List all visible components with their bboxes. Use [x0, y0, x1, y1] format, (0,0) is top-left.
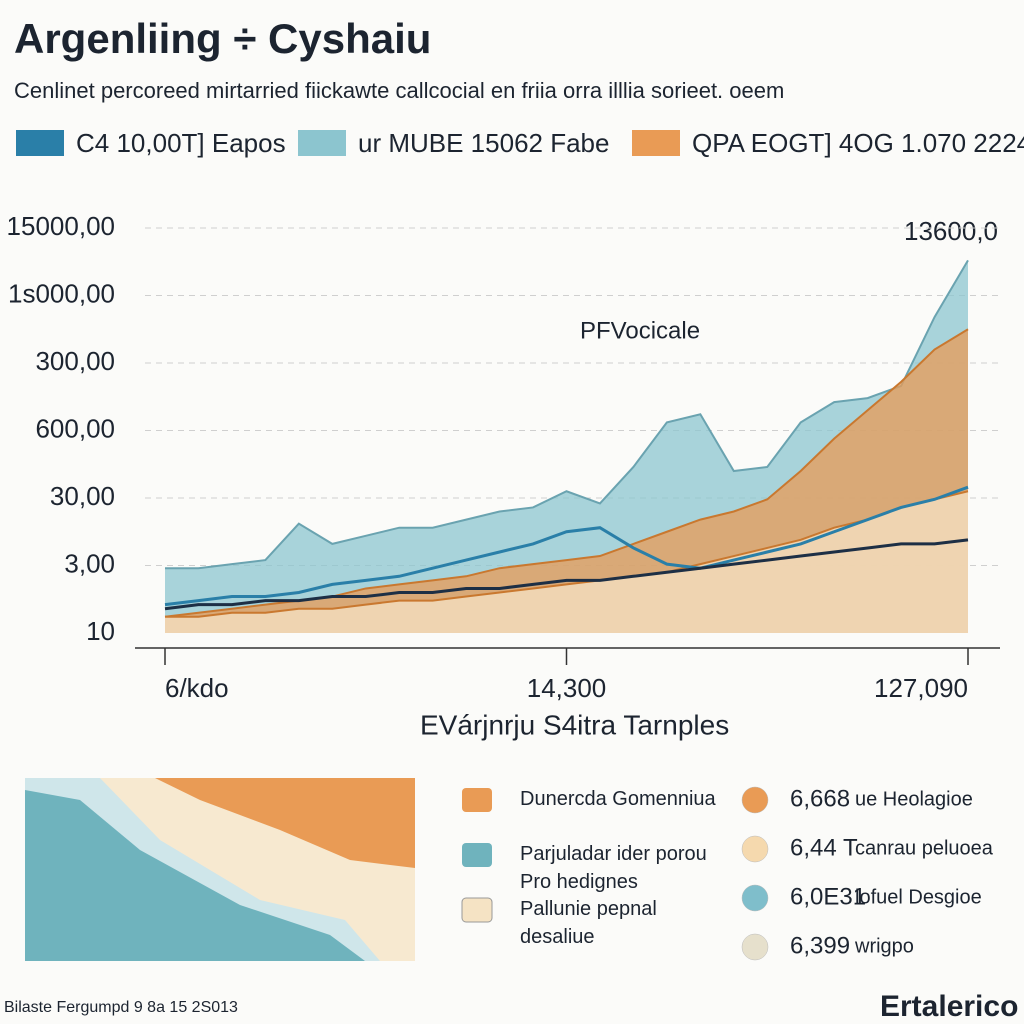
legend-swatch [16, 130, 64, 156]
chart-title: Argenliing ÷ Cyshaiu [14, 15, 431, 62]
stat-value: 6,668 [790, 785, 850, 812]
y-tick-label: 600,00 [35, 413, 115, 443]
logo: Ertalerico [880, 990, 1018, 1023]
subtitle: Cenlinet percoreed mirtarried fiickawte … [14, 78, 784, 103]
y-tick-label: 30,00 [50, 481, 115, 511]
stat-value: 6,399 [790, 932, 850, 959]
legend-swatch [462, 788, 492, 812]
stat-label: ue Heolagioe [855, 788, 973, 810]
stat-label: canrau peluoea [855, 837, 994, 859]
legend-line: Parjuladar ider porou [520, 843, 707, 865]
area-edge [165, 490, 969, 618]
annotation: 13600,0 [904, 216, 998, 246]
x-tick-label: 14,300 [527, 673, 607, 703]
legend-label: Parjuladar ider porou Pro hedignes [520, 843, 707, 893]
stat-label: lofuel Desgioe [855, 886, 982, 908]
stat-dot [741, 884, 769, 912]
legend-label: Dunercda Gomenniua [520, 788, 717, 810]
inset [25, 778, 415, 961]
line [164, 485, 969, 607]
stat-value: 6,0E31 [790, 883, 866, 910]
area-fill [165, 491, 968, 633]
area-edge [165, 259, 969, 570]
inset-area [155, 778, 415, 868]
stat-dot [741, 835, 769, 863]
stat-dot [741, 786, 769, 814]
x-tick-label: 6/kdo [165, 673, 229, 703]
annotation: PFVocicale [580, 317, 700, 344]
stat-label: wrigpo [854, 935, 914, 957]
y-tick-label: 10 [86, 616, 115, 646]
x-tick-label: 127,090 [874, 673, 968, 703]
legend-swatch [632, 130, 680, 156]
legend-swatch [298, 130, 346, 156]
legend-label: Pallunie pepnal desaliue [520, 898, 657, 948]
legend-line: desaliue [520, 926, 595, 948]
stat-dot [741, 933, 769, 961]
legend-label: C4 10,00T] Eapos [76, 128, 286, 158]
y-tick-label: 15000,00 [7, 211, 115, 241]
inset-area [25, 790, 365, 961]
footer: Bilaste Fergumpd 9 8a 15 2S013 [4, 999, 238, 1016]
y-tick-label: 1s000,00 [8, 278, 115, 308]
x-axis-title: EVárjnrju S4itra Tarnples [420, 709, 729, 740]
legend-swatch [461, 897, 493, 923]
legend-line: Pro hedignes [520, 871, 638, 893]
y-tick-label: 300,00 [35, 346, 115, 376]
stat-value: 6,44 T [790, 834, 858, 861]
legend-label: QPA EOGT] 4OG 1.070 22240 [692, 128, 1024, 158]
legend-label: ur MUBE 15062 Fabe [358, 128, 609, 158]
y-tick-label: 3,00 [64, 548, 115, 578]
legend-swatch [462, 843, 492, 867]
legend-line: Pallunie pepnal [520, 898, 657, 920]
line [164, 538, 969, 611]
legend-line: Dunercda Gomenniua [520, 788, 717, 810]
